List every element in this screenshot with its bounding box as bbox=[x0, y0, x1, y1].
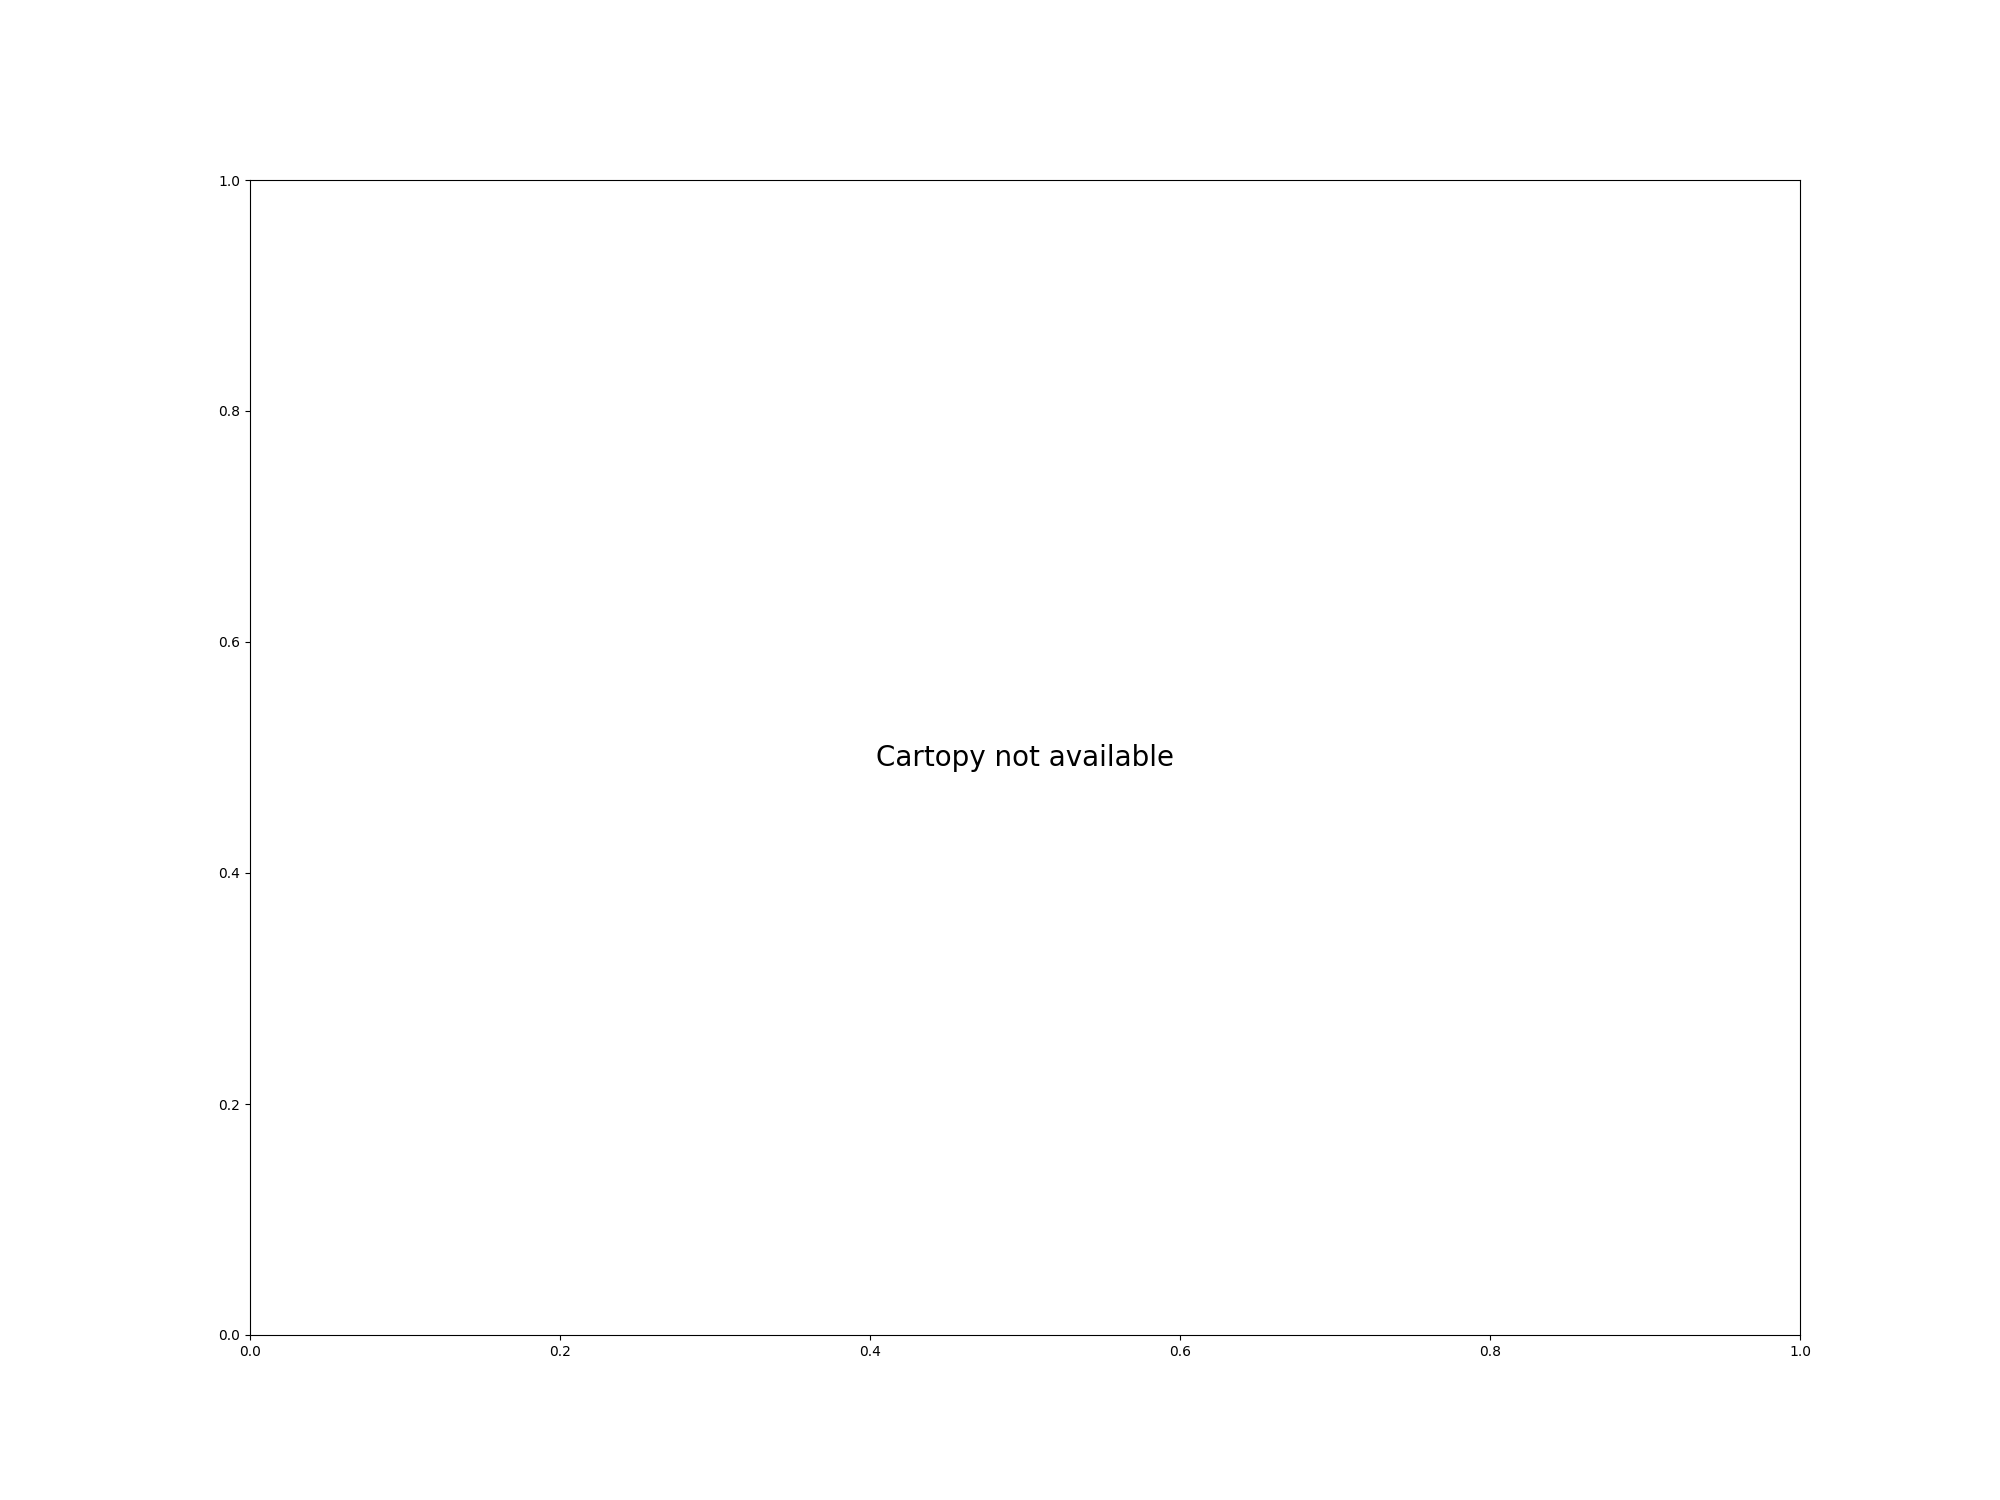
Text: Cartopy not available: Cartopy not available bbox=[876, 744, 1174, 771]
